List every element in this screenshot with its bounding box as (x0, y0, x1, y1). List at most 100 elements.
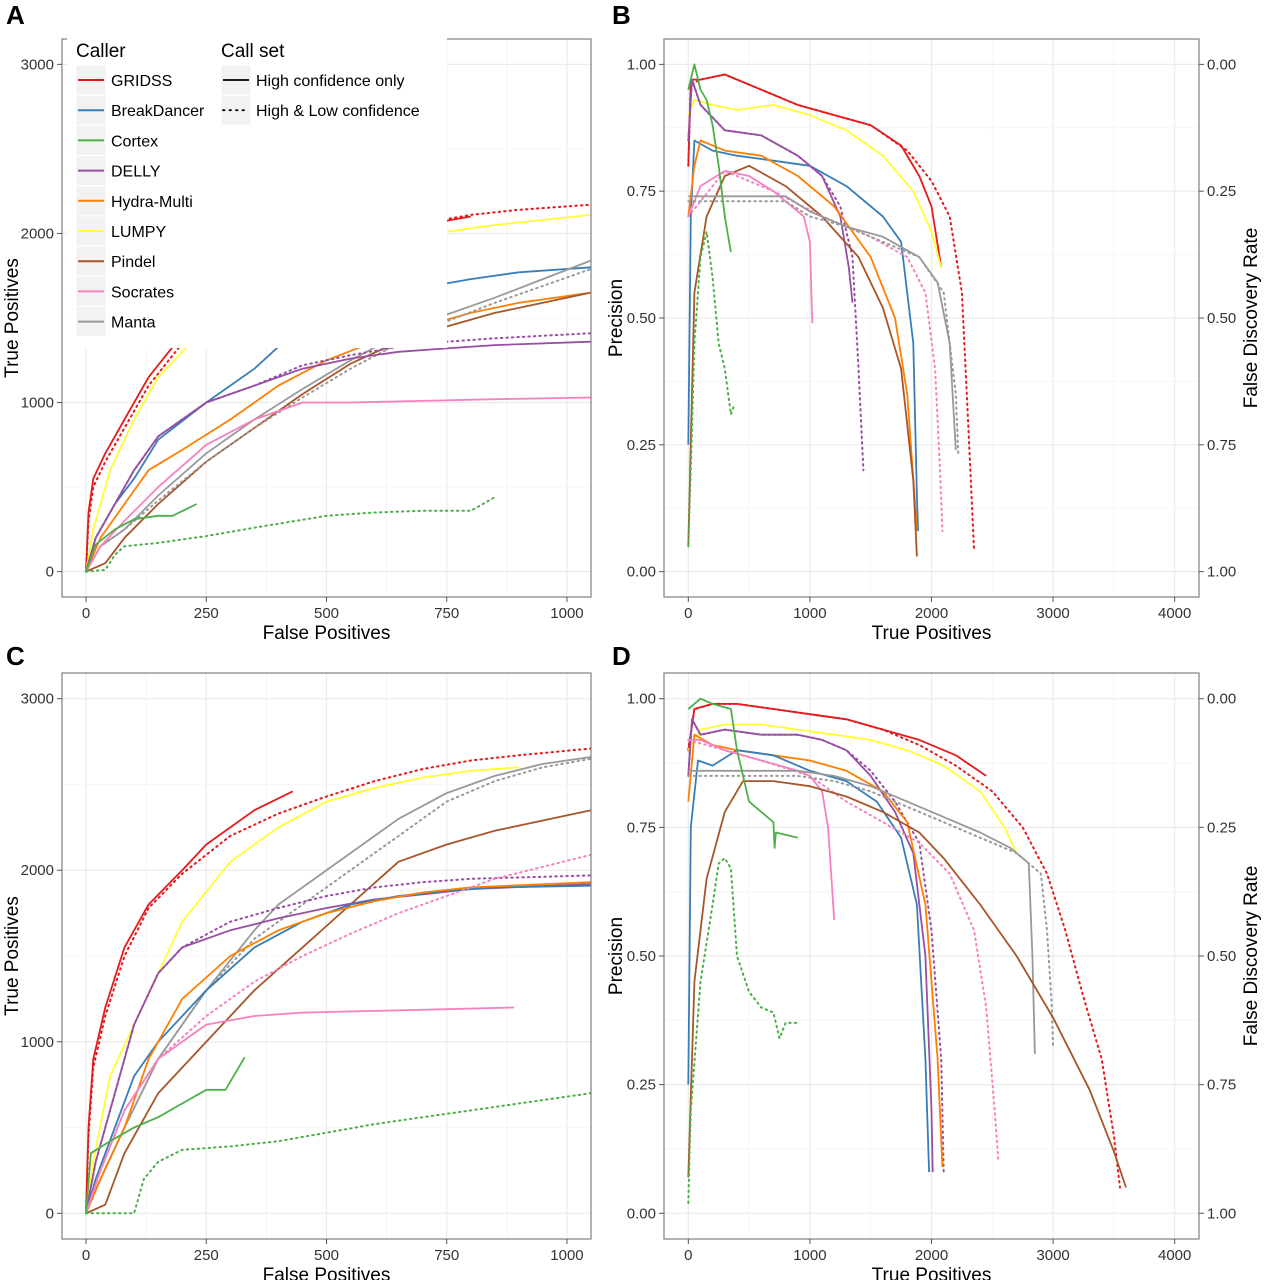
y2-tick-label: 0.00 (1207, 56, 1236, 73)
series-hydra-multi-high (687, 139, 918, 532)
x-tick-label: 1000 (550, 1247, 583, 1264)
x-tick-label: 2000 (915, 605, 948, 622)
y-tick-label: 0.50 (627, 948, 656, 965)
x-tick-label: 2000 (915, 1247, 948, 1264)
panel-letter: C (6, 641, 25, 671)
y-tick-label: 0.00 (627, 1205, 656, 1222)
y2-tick-label: 0.75 (1207, 437, 1236, 454)
y-tick-label: 0.25 (627, 1077, 656, 1094)
y-tick-label: 0.75 (627, 183, 656, 200)
panel-d: D 0 1000 2000 3000 4000 0.00 1.00 0.25 0.75 0.50 0.… (606, 641, 1262, 1280)
x-tick-label: 250 (194, 605, 219, 622)
x-axis-title: True Positives (872, 623, 992, 644)
y-tick-label: 1000 (21, 395, 54, 412)
series-pindel-high (687, 780, 1127, 1188)
series-pindel-high (687, 164, 918, 557)
y2-tick-label: 1.00 (1207, 1205, 1236, 1222)
y-tick-label: 0.50 (627, 310, 656, 327)
legend-label-lumpy: LUMPY (111, 224, 166, 241)
y2-tick-label: 0.25 (1207, 819, 1236, 836)
y-tick-label: 3000 (21, 56, 54, 73)
series-manta-all (687, 774, 1055, 1050)
panel-b: B 0 1000 2000 3000 4000 0.00 1.00 0.25 0.75 0.50 0.… (606, 0, 1262, 644)
y-tick-label: 0.75 (627, 819, 656, 836)
x-tick-label: 250 (194, 1247, 219, 1264)
x-tick-label: 0 (684, 605, 692, 622)
y-axis-title: Precision (606, 917, 627, 995)
y2-tick-label: 0.25 (1207, 183, 1236, 200)
series-socrates-all (687, 169, 944, 533)
series-pindel-high (85, 809, 591, 1215)
series-delly-all (687, 718, 945, 1174)
x-tick-label: 1000 (793, 1247, 826, 1264)
x-axis-title: True Positives (872, 1265, 992, 1280)
x-tick-label: 750 (434, 605, 459, 622)
x-axis-title: False Positives (263, 623, 391, 644)
y-tick-label: 1.00 (627, 56, 656, 73)
series-group (687, 697, 1127, 1204)
series-cortex-high (687, 63, 732, 253)
y2-tick-label: 0.75 (1207, 1077, 1236, 1094)
series-gridss-all (687, 73, 976, 553)
panel-letter: D (612, 641, 631, 671)
legend-label-gridss: GRIDSS (111, 73, 172, 90)
y2-tick-label: 0.50 (1207, 310, 1236, 327)
panel-a: A 0 250 500 750 1000 0 1000 2000 3000 False Positi… (2, 0, 592, 644)
y-tick-label: 0 (46, 1205, 54, 1222)
series-gridss-all (85, 747, 591, 1215)
series-manta-high (85, 259, 591, 573)
legend: Caller GRIDSS BreakDancer Cortex DELLY Hydra-… (67, 36, 447, 348)
series-manta-all (687, 200, 960, 456)
series-socrates-all (687, 738, 1000, 1163)
x-tick-label: 0 (684, 1247, 692, 1264)
y-axis-title: True Positives (2, 258, 23, 378)
legend-callset-label: High & Low confidence (256, 103, 420, 120)
series-group (687, 63, 976, 557)
y2-tick-label: 0.50 (1207, 948, 1236, 965)
x-tick-label: 1000 (793, 605, 826, 622)
x-tick-label: 750 (434, 1247, 459, 1264)
x-tick-label: 4000 (1158, 1247, 1191, 1264)
series-gridss-all (687, 702, 1121, 1189)
x-tick-label: 500 (314, 1247, 339, 1264)
series-group (85, 747, 591, 1215)
x-tick-label: 4000 (1158, 605, 1191, 622)
series-delly-high (85, 883, 591, 1214)
series-cortex-high (85, 503, 198, 572)
x-tick-label: 0 (82, 605, 90, 622)
series-pindel-high (85, 291, 591, 573)
x-tick-label: 0 (82, 1247, 90, 1264)
series-cortex-all (85, 1092, 591, 1215)
series-socrates-all (85, 853, 591, 1215)
y-axis-title: Precision (606, 279, 627, 357)
x-tick-label: 500 (314, 605, 339, 622)
y-tick-label: 2000 (21, 862, 54, 879)
series-lumpy-high (687, 723, 1018, 854)
legend-label-delly: DELLY (111, 164, 161, 181)
panel-letter: A (6, 0, 25, 30)
y-tick-label: 0.00 (627, 564, 656, 581)
legend-label-socrates: Socrates (111, 284, 174, 301)
series-cortex-all (85, 496, 496, 573)
y-tick-label: 1.00 (627, 691, 656, 708)
legend-label-pindel: Pindel (111, 254, 155, 271)
series-delly-all (687, 78, 865, 472)
y2-tick-label: 1.00 (1207, 564, 1236, 581)
legend-label-cortex: Cortex (111, 133, 158, 150)
series-cortex-high (687, 697, 799, 849)
legend-label-manta: Manta (111, 315, 156, 332)
series-lumpy-high (85, 766, 519, 1214)
grid (664, 39, 1199, 597)
x-tick-label: 3000 (1036, 1247, 1069, 1264)
panel-letter: B (612, 0, 631, 30)
legend-label-breakdancer: BreakDancer (111, 103, 205, 120)
y2-tick-label: 0.00 (1207, 691, 1236, 708)
y-axis-title: True Positives (2, 896, 23, 1016)
y2-axis-title: False Discovery Rate (1241, 866, 1262, 1047)
x-axis-title: False Positives (263, 1265, 391, 1280)
y-tick-label: 0 (46, 564, 54, 581)
y2-axis-title: False Discovery Rate (1241, 228, 1262, 409)
y-tick-label: 3000 (21, 691, 54, 708)
legend-callset-title: Call set (221, 41, 285, 62)
